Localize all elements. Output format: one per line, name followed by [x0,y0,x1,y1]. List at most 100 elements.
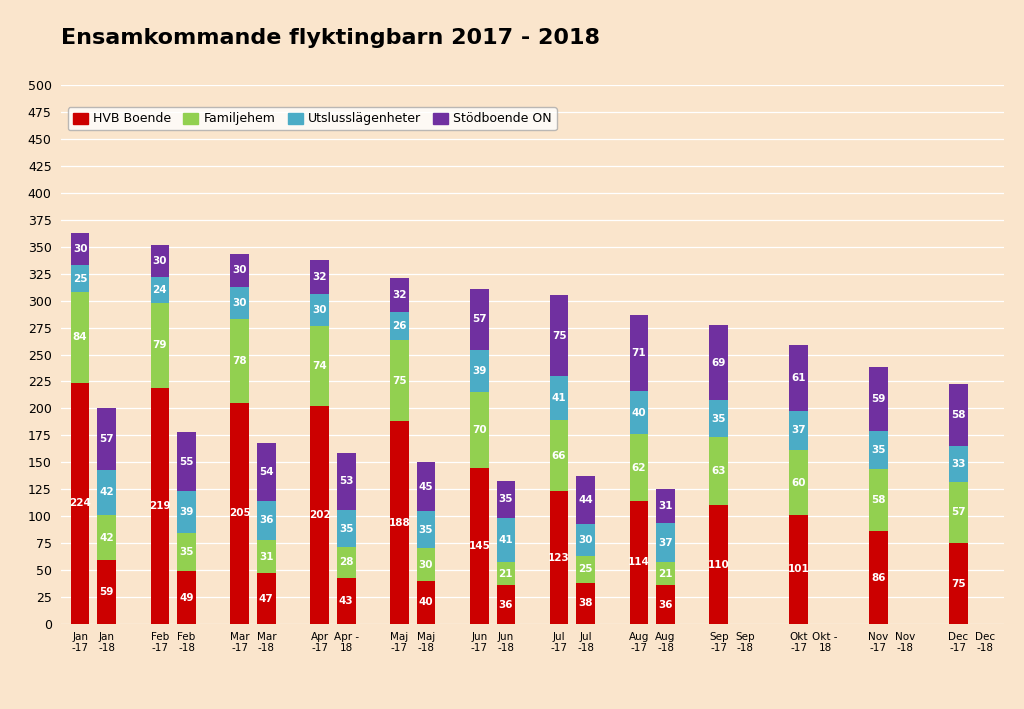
Text: 35: 35 [499,494,513,504]
Text: 57: 57 [472,315,486,325]
Bar [550,420,568,491]
Text: 42: 42 [99,488,114,498]
Bar [790,345,808,411]
Bar [417,510,435,549]
Text: 224: 224 [70,498,91,508]
Bar [310,294,329,326]
Bar [417,549,435,581]
Text: Ensamkommande flyktingbarn 2017 - 2018: Ensamkommande flyktingbarn 2017 - 2018 [61,28,600,48]
Text: 202: 202 [308,510,331,520]
Bar [71,233,89,265]
Bar [390,313,409,340]
Bar [550,376,568,420]
Text: 30: 30 [579,535,593,545]
Bar [151,277,169,303]
Bar [337,510,355,547]
Text: 40: 40 [419,598,433,608]
Text: 35: 35 [339,523,353,534]
Text: 74: 74 [312,362,327,372]
Text: 35: 35 [712,413,726,423]
Bar [257,443,275,501]
Bar [577,583,595,624]
Text: 71: 71 [632,348,646,358]
Bar [630,501,648,624]
Bar [177,432,196,491]
Text: 30: 30 [73,244,87,254]
Bar [337,547,355,578]
Bar [337,578,355,624]
Text: 70: 70 [472,425,486,435]
Bar [710,437,728,506]
Bar [177,491,196,533]
Text: 31: 31 [658,501,673,511]
Bar [390,421,409,624]
Text: 37: 37 [792,425,806,435]
Bar [257,540,275,574]
Text: 49: 49 [179,593,194,603]
Bar [949,446,968,481]
Text: 40: 40 [632,408,646,418]
Text: 75: 75 [552,330,566,340]
Text: 59: 59 [99,587,114,597]
Bar [470,289,488,350]
Bar [869,531,888,624]
Text: 30: 30 [232,265,247,275]
Bar [71,383,89,624]
Bar [177,533,196,571]
Bar [177,571,196,624]
Text: 45: 45 [419,481,433,491]
Text: 42: 42 [99,532,114,542]
Text: 32: 32 [312,272,327,282]
Text: 25: 25 [579,564,593,574]
Bar [790,515,808,624]
Text: 33: 33 [951,459,966,469]
Bar [630,391,648,434]
Bar [151,245,169,277]
Text: 30: 30 [419,559,433,569]
Bar [71,292,89,383]
Text: 55: 55 [179,457,194,467]
Text: 39: 39 [179,508,194,518]
Text: 39: 39 [472,367,486,376]
Text: 101: 101 [787,564,810,574]
Text: 44: 44 [579,495,593,505]
Bar [151,388,169,624]
Text: 59: 59 [871,394,886,404]
Bar [656,585,675,624]
Text: 75: 75 [392,376,407,386]
Text: 78: 78 [232,356,247,366]
Text: 114: 114 [628,557,650,567]
Bar [790,450,808,515]
Text: 75: 75 [951,579,966,588]
Bar [710,400,728,437]
Text: 145: 145 [468,541,490,551]
Text: 110: 110 [708,559,730,569]
Bar [790,411,808,450]
Text: 123: 123 [548,552,570,563]
Bar [497,481,515,518]
Text: 35: 35 [871,445,886,455]
Bar [497,518,515,562]
Text: 57: 57 [99,434,114,444]
Bar [151,303,169,388]
Text: 21: 21 [499,569,513,579]
Bar [470,392,488,468]
Bar [656,523,675,562]
Text: 58: 58 [871,495,886,505]
Text: 58: 58 [951,410,966,420]
Bar [97,515,116,560]
Bar [97,560,116,624]
Bar [577,524,595,556]
Text: 41: 41 [552,393,566,403]
Text: 53: 53 [339,476,353,486]
Bar [71,265,89,292]
Bar [949,384,968,446]
Bar [390,278,409,313]
Bar [550,295,568,376]
Text: 36: 36 [658,600,673,610]
Bar [97,408,116,470]
Bar [869,431,888,469]
Bar [310,406,329,624]
Text: 205: 205 [229,508,251,518]
Text: 30: 30 [153,256,167,266]
